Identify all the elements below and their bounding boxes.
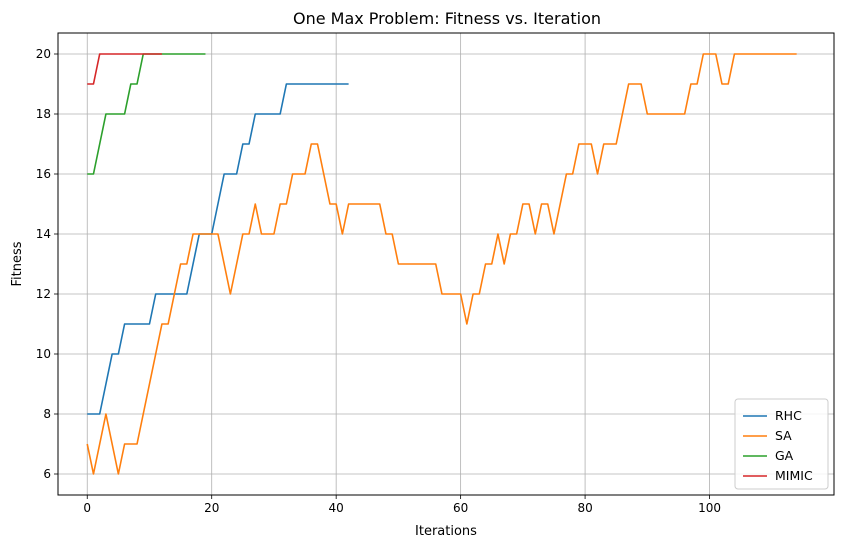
legend-box <box>734 398 829 490</box>
legend-label: RHC <box>775 408 802 423</box>
x-tick-label: 100 <box>698 501 721 515</box>
y-axis: 6 8 10 12 14 16 18 20 <box>36 47 58 481</box>
y-tick-label: 6 <box>43 467 51 481</box>
y-tick-label: 10 <box>36 347 51 361</box>
x-tick-label: 20 <box>204 501 219 515</box>
series-layer <box>86 53 797 475</box>
x-tick-label: 60 <box>453 501 468 515</box>
y-axis-title: Fitness <box>10 241 25 286</box>
y-tick-label: 8 <box>43 407 51 421</box>
x-axis: 0 20 40 60 80 100 <box>83 495 721 515</box>
legend-label: SA <box>775 428 792 443</box>
plot-area <box>57 32 835 496</box>
legend-label: MIMIC <box>775 468 813 483</box>
series-line-mimic <box>87 53 162 85</box>
y-tick-label: 12 <box>36 287 51 301</box>
y-tick-label: 14 <box>36 227 51 241</box>
y-tick-label: 18 <box>36 107 51 121</box>
series-line-sa <box>86 53 797 475</box>
legend-label: GA <box>775 448 794 463</box>
x-axis-title: Iterations <box>415 524 477 539</box>
x-tick-label: 0 <box>83 501 91 515</box>
series-line-rhc <box>87 83 349 415</box>
chart-title: One Max Problem: Fitness vs. Iteration <box>293 9 601 28</box>
x-tick-label: 80 <box>577 501 592 515</box>
y-tick-label: 20 <box>36 47 51 61</box>
y-tick-label: 16 <box>36 167 51 181</box>
legend: RHC SA GA MIMIC <box>734 398 829 490</box>
x-tick-label: 40 <box>329 501 344 515</box>
